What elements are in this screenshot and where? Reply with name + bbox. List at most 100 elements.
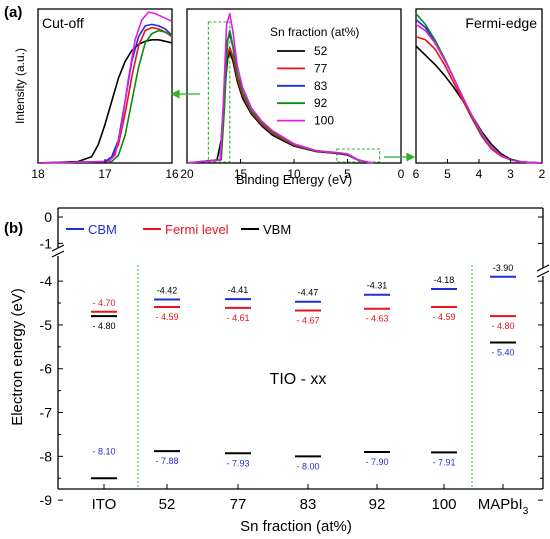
x-tick-label: 10 — [287, 167, 301, 181]
full-xlabel: Binding Energy (eV) — [236, 172, 352, 187]
category-label: 100 — [431, 496, 456, 513]
series-line-92 — [37, 29, 173, 164]
arrow-left-head — [170, 89, 180, 99]
value-label: -4.18 — [434, 275, 455, 285]
y-tick-label: -6 — [40, 361, 53, 377]
arrow-right-head — [406, 152, 416, 162]
category-label: 92 — [369, 496, 386, 513]
value-label: - 8.00 — [296, 461, 319, 471]
value-label: - 7.93 — [226, 458, 249, 468]
x-tick-label: 0 — [398, 167, 405, 181]
fermi-ticks: 6 5 4 3 2 — [413, 159, 546, 181]
levels-legend: CBM Fermi level VBM — [66, 222, 291, 237]
y-tick-label: -5 — [40, 317, 53, 333]
value-label: - 7.91 — [432, 457, 455, 467]
value-label: - 4.61 — [226, 313, 249, 323]
y-tick-label: -4 — [40, 273, 53, 289]
full-panel: 20 15 10 5 0 Sn fraction (at%) 52 77 83 92 100 Bi… — [180, 8, 405, 187]
panel-label-b: (b) — [4, 220, 23, 237]
x-tick-label: 2 — [539, 167, 546, 181]
category-label: MAPbI3 — [478, 496, 529, 517]
y-tick-label: -1 — [40, 235, 53, 251]
group-label: TIO - xx — [270, 371, 327, 388]
value-label: - 4.59 — [432, 312, 455, 322]
x-tick-label: 3 — [507, 167, 514, 181]
y-tick-label: -8 — [40, 448, 53, 464]
value-label: - 5.40 — [491, 347, 514, 357]
value-label: - 4.80 — [92, 321, 115, 331]
fermi-panel: 6 5 4 3 2 Fermi-edge — [413, 8, 546, 181]
value-label: - 4.59 — [155, 312, 178, 322]
value-label: -4.41 — [228, 285, 249, 295]
full-series — [186, 12, 375, 164]
value-label: -4.47 — [298, 288, 319, 298]
cutoff-title: Cut-off — [42, 15, 84, 31]
x-tick-label: 5 — [444, 167, 451, 181]
value-label: - 4.63 — [365, 314, 388, 324]
x-tick-label: 20 — [180, 167, 194, 181]
series-line-77 — [186, 46, 375, 164]
value-label: - 4.67 — [296, 315, 319, 325]
highlight-box-fermi — [336, 148, 381, 163]
series-line-100 — [415, 23, 543, 164]
series-line-100 — [186, 12, 375, 164]
series-line-77 — [37, 26, 173, 164]
category-label: 83 — [300, 496, 317, 513]
legend-label-100: 100 — [314, 114, 334, 128]
series-line-92 — [415, 13, 543, 164]
levels-panel: - 4.70 - 4.80 - 8.10 -4.42 - 4.59 - 7.88 -4.41… — [9, 207, 550, 535]
series-line-52 — [37, 38, 173, 164]
axis-break-left — [51, 244, 65, 258]
connector-arrows — [170, 89, 416, 162]
x-tick-label: 18 — [31, 167, 45, 181]
energy-levels — [91, 275, 516, 480]
category-label: 77 — [230, 496, 247, 513]
cutoff-ticks: 18 17 16 — [31, 159, 179, 181]
x-tick-label: 17 — [98, 167, 112, 181]
x-tick-label: 16 — [165, 167, 179, 181]
series-line-100 — [37, 11, 173, 164]
highlight-boxes — [207, 21, 381, 163]
energy-labels: - 4.70 - 4.80 - 8.10 -4.42 - 4.59 - 7.88 -4.41… — [92, 263, 514, 472]
legend-label-83: 83 — [314, 79, 328, 93]
x-tick-label: 15 — [234, 167, 248, 181]
fermi-title: Fermi-edge — [465, 15, 537, 31]
category-label: ITO — [92, 496, 117, 513]
legend-label: CBM — [88, 222, 117, 237]
legend-label-52: 52 — [314, 44, 328, 58]
value-label: -3.90 — [493, 263, 514, 273]
value-label: - 8.10 — [92, 447, 115, 457]
cutoff-series — [37, 11, 173, 164]
legend-label-92: 92 — [314, 96, 328, 110]
legend-sn-fraction: Sn fraction (at%) 52 77 83 92 100 — [270, 25, 359, 128]
cutoff-panel: 18 17 16 Cut-off Intensity (a.u.) — [13, 8, 179, 181]
value-label: -4.42 — [157, 286, 178, 296]
y-tick-label: -9 — [40, 492, 53, 508]
levels-xlabel: Sn fraction (at%) — [240, 518, 352, 535]
levels-ticks: 0 -1 -4 -5 -6 -7 -8 -9 ITO 52 77 83 92 100 MAPbI3 — [40, 209, 543, 517]
value-label: - 7.90 — [365, 457, 388, 467]
value-label: - 4.70 — [92, 298, 115, 308]
value-label: - 4.80 — [491, 321, 514, 331]
cutoff-frame — [37, 8, 173, 164]
full-ticks: 20 15 10 5 0 — [180, 159, 405, 181]
series-line-83 — [37, 23, 173, 164]
category-dividers — [137, 265, 473, 489]
legend-label: Fermi level — [165, 222, 229, 237]
x-tick-label: 6 — [413, 167, 420, 181]
levels-ylabel: Electron energy (eV) — [9, 288, 26, 426]
y-tick-label: -7 — [40, 405, 53, 421]
axis-break-right — [536, 264, 550, 278]
legend-label-77: 77 — [314, 61, 328, 75]
panel-label-a: (a) — [4, 4, 22, 21]
category-label-subscript: 3 — [523, 506, 529, 517]
levels-frame — [51, 207, 550, 490]
x-tick-label: 4 — [476, 167, 483, 181]
series-line-83 — [186, 32, 375, 164]
series-line-77 — [415, 35, 543, 164]
legend-title: Sn fraction (at%) — [270, 25, 359, 39]
category-label: 52 — [159, 496, 176, 513]
fermi-series — [415, 13, 543, 164]
value-label: - 7.88 — [155, 456, 178, 466]
